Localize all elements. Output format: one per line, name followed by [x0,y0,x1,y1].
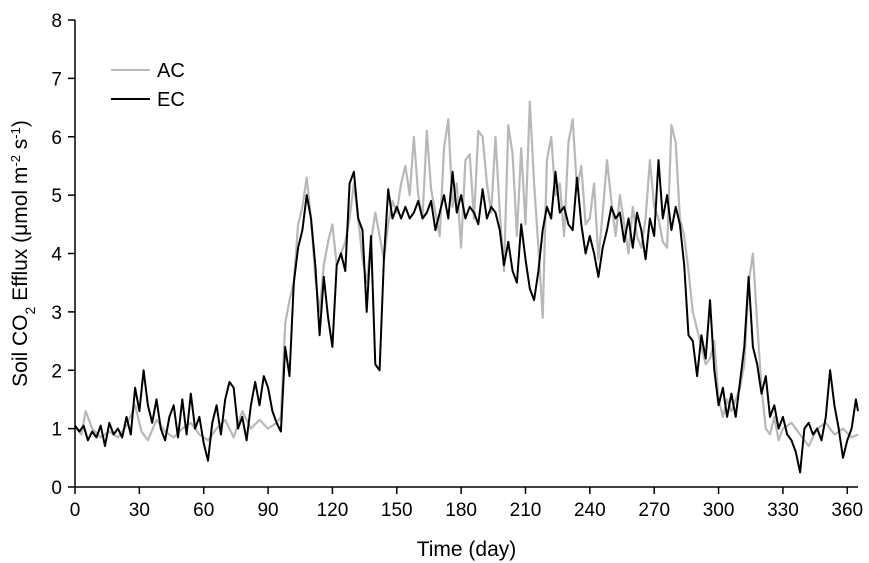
axes [74,20,858,488]
x-tick-label: 330 [767,500,799,521]
series-line-ec [74,159,859,474]
y-axis-title-superscript: -2 [8,155,23,167]
y-tick-label: 2 [51,361,62,382]
y-axis-title-superscript: -1 [8,127,23,139]
y-axis-title-part: s [9,139,32,155]
x-axis-ticks: 0 30 60 90 120 150 180 210 240 270 300 330 360 [70,487,863,521]
x-tick-label: 90 [257,500,278,521]
y-axis-title: Soil CO2 Efflux (μmol m-2 s-1) [8,120,39,387]
x-tick-label: 150 [381,500,413,521]
x-tick-label: 240 [574,500,606,521]
x-tick-label: 0 [70,500,81,521]
x-tick-label: 300 [703,500,735,521]
y-axis-title-part: ) [9,120,32,127]
y-tick-label: 1 [51,420,62,441]
x-tick-label: 30 [129,500,150,521]
x-tick-label: 120 [317,500,349,521]
y-axis-ticks: 0 1 2 3 4 5 6 7 8 [51,11,75,499]
y-tick-label: 4 [51,245,62,266]
legend-label-ec: EC [157,89,185,111]
x-tick-label: 210 [510,500,542,521]
x-tick-label: 270 [638,500,670,521]
x-tick-label: 360 [831,500,863,521]
y-axis-title-part: Soil CO [9,314,32,386]
y-tick-label: 0 [51,478,62,499]
legend: AC EC [111,60,185,111]
legend-label-ac: AC [157,60,185,82]
y-axis-title-part: Efflux (μmol m [9,167,32,307]
y-tick-label: 6 [51,128,62,149]
y-tick-label: 8 [51,11,62,32]
x-axis-title: Time (day) [417,538,517,561]
x-tick-label: 60 [193,500,214,521]
y-axis-title-subscript: 2 [22,306,38,314]
plot-area [74,100,859,474]
y-tick-label: 7 [51,69,62,90]
y-tick-label: 3 [51,303,62,324]
x-tick-label: 180 [445,500,477,521]
series-line-ac [74,100,859,448]
y-tick-label: 5 [51,186,62,207]
